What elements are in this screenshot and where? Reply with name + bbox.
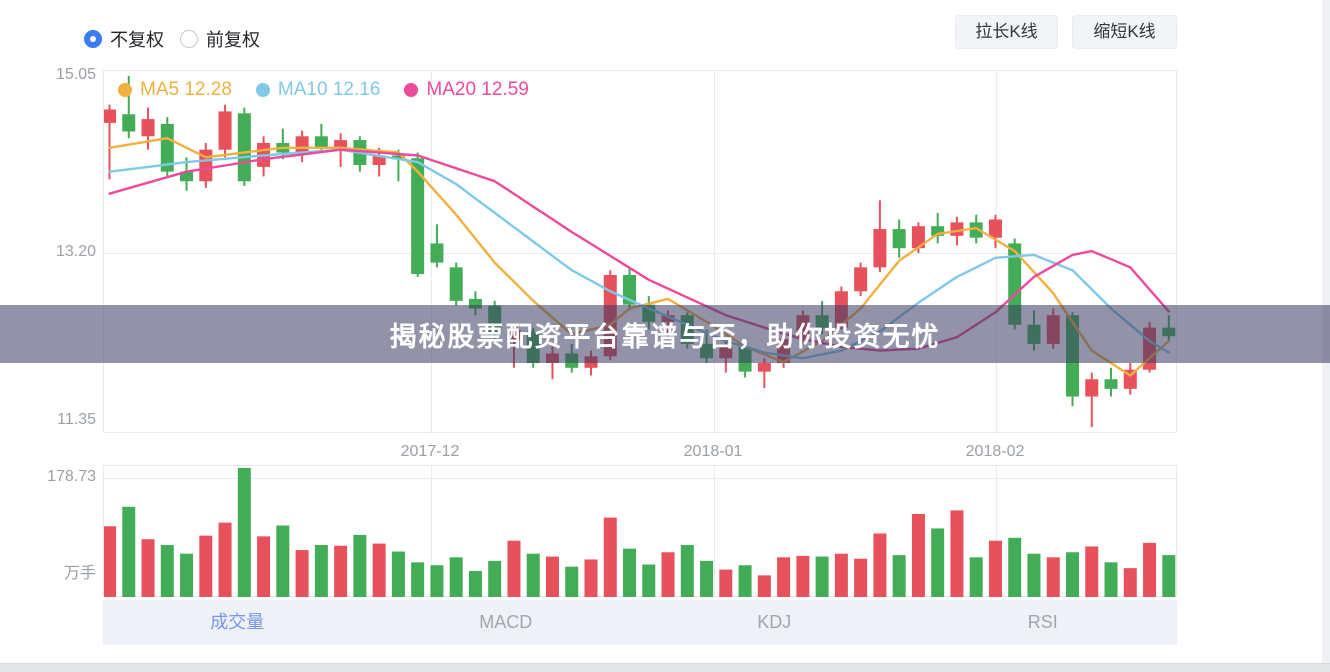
shrink-kline-button[interactable]: 缩短K线 — [1072, 15, 1177, 49]
ad-banner-text: 揭秘股票配资平台靠谱与否，助你投资无忧 — [389, 321, 941, 352]
price-tick-min: 11.35 — [57, 411, 96, 428]
radio-no-adjust-label[interactable]: 不复权 — [110, 30, 164, 50]
ma20-dot-icon — [404, 83, 419, 97]
radio-unselected-icon[interactable] — [180, 30, 198, 48]
price-adjust-radio-group: 不复权 前复权 — [84, 26, 260, 52]
tab-rsi[interactable]: RSI — [1027, 612, 1058, 632]
stretch-kline-button[interactable]: 拉长K线 — [955, 15, 1058, 49]
ma5-value: 12.28 — [184, 79, 232, 100]
x-label-2017-12: 2017-12 — [400, 443, 460, 460]
indicator-tabbar: 成交量 MACD KDJ RSI — [103, 600, 1177, 645]
kline-chart-area[interactable]: MA5 12.28 MA10 12.16 MA20 12.59 — [103, 70, 1178, 434]
tab-volume[interactable]: 成交量 — [210, 612, 265, 632]
price-tick-mid: 13.20 — [55, 243, 96, 260]
legend-ma5[interactable]: MA5 12.28 — [118, 79, 232, 101]
tab-macd[interactable]: MACD — [479, 612, 533, 632]
ma5-name: MA5 — [140, 79, 180, 100]
x-label-2018-01: 2018-01 — [683, 443, 743, 460]
ma10-value: 12.16 — [332, 79, 381, 100]
tab-kdj[interactable]: KDJ — [757, 612, 792, 632]
ma20-name: MA20 — [426, 79, 477, 100]
radio-forward-adjust[interactable]: 前复权 — [180, 26, 260, 52]
ma10-dot-icon — [255, 83, 270, 97]
legend-ma20[interactable]: MA20 12.59 — [404, 79, 529, 101]
radio-no-adjust[interactable]: 不复权 — [84, 26, 164, 52]
ma5-dot-icon — [118, 83, 132, 97]
radio-forward-adjust-label[interactable]: 前复权 — [206, 30, 260, 50]
ma-legend: MA5 12.28 MA10 12.16 MA20 12.59 — [118, 79, 529, 101]
ma10-name: MA10 — [277, 79, 328, 100]
volume-chart-area[interactable] — [103, 465, 1178, 598]
ad-banner-overlay: 揭秘股票配资平台靠谱与否，助你投资无忧 — [0, 305, 1330, 363]
legend-ma10[interactable]: MA10 12.16 — [255, 79, 381, 101]
price-tick-max: 15.05 — [55, 66, 96, 83]
volume-unit-label: 万手 — [63, 565, 96, 582]
horizontal-scrollbar[interactable] — [0, 663, 1330, 672]
x-label-2018-02: 2018-02 — [965, 443, 1025, 460]
volume-max-label: 178.73 — [47, 468, 96, 485]
kline-chart-svg — [104, 71, 1178, 434]
radio-selected-icon[interactable] — [84, 30, 102, 48]
ma20-value: 12.59 — [481, 79, 529, 100]
volume-chart-svg — [104, 466, 1178, 598]
